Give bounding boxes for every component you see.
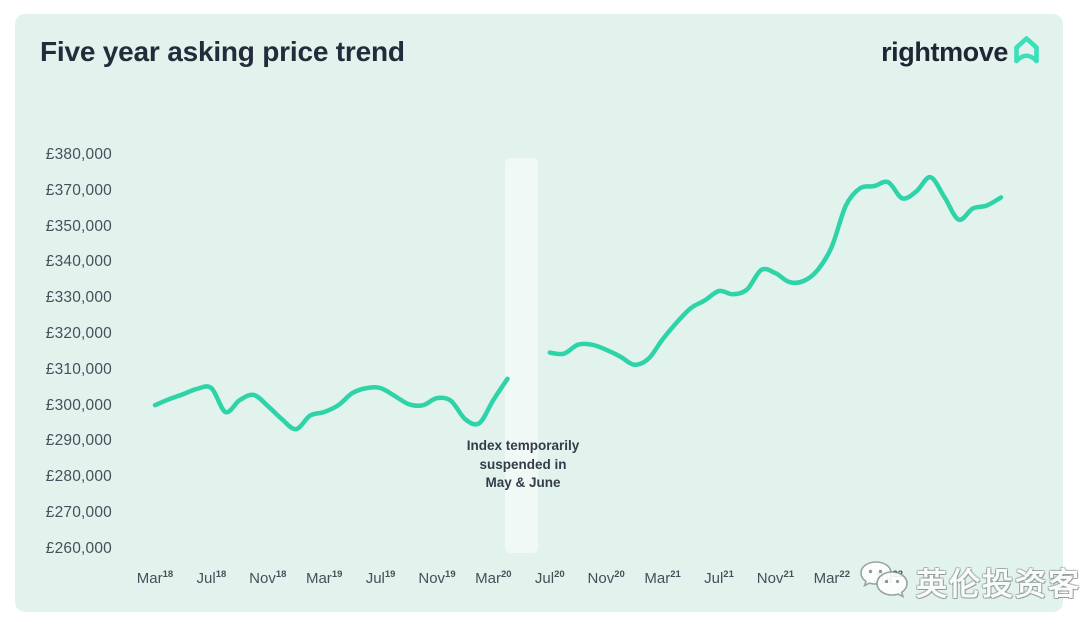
x-tick-year: 18: [275, 569, 287, 580]
x-tick-year: 19: [384, 569, 396, 580]
y-tick-label: £380,000: [45, 146, 112, 163]
rightmove-logo-text: rightmove: [881, 37, 1008, 67]
x-tick-month: Mar: [475, 570, 502, 587]
x-tick-label: Jul21: [687, 569, 751, 587]
y-tick-label: £320,000: [45, 325, 112, 342]
y-tick-label: £340,000: [45, 253, 112, 271]
page-title: Five year asking price trend: [40, 36, 405, 67]
y-tick-label: £310,000: [45, 360, 112, 378]
rightmove-house-icon: [1014, 36, 1039, 64]
x-tick-month: Nov: [249, 570, 276, 587]
suspension-band: [505, 158, 538, 553]
x-tick-label: Nov18: [236, 569, 300, 587]
rightmove-logo: rightmove: [881, 36, 1042, 67]
x-tick-year: 21: [723, 569, 734, 580]
x-tick-label: Mar22: [800, 569, 864, 587]
trend-line-asking-price-post-suspension: [547, 174, 1004, 368]
x-tick-year: 21: [783, 569, 795, 580]
wechat-icon: [860, 561, 908, 599]
y-tick-label: £280,000: [45, 468, 112, 486]
x-tick-year: 22: [839, 569, 850, 580]
x-tick-label: Nov21: [743, 569, 807, 587]
x-tick-month: Mar: [644, 570, 671, 587]
x-tick-label: Jul20: [518, 569, 582, 587]
x-tick-label: Nov20: [574, 569, 638, 587]
y-tick-label: £330,000: [45, 289, 112, 307]
annotation-line: suspended in: [479, 456, 567, 472]
x-tick-month: Jul: [196, 570, 216, 587]
x-tick-year: 20: [501, 569, 512, 580]
x-tick-month: Nov: [587, 570, 615, 587]
watermark: 英伦投资客: [856, 556, 1080, 606]
annotation-line: Index temporarily: [466, 438, 580, 453]
x-tick-label: Mar19: [292, 569, 356, 587]
x-tick-month: Nov: [418, 570, 446, 587]
x-tick-month: Mar: [136, 570, 163, 587]
y-tick-label: £270,000: [45, 504, 112, 521]
x-tick-year: 21: [670, 569, 681, 580]
x-tick-year: 20: [614, 569, 625, 580]
x-tick-year: 18: [162, 569, 174, 580]
suspension-annotation: Index temporarily suspended in May & Jun…: [440, 437, 606, 493]
y-tick-label: £350,000: [45, 217, 112, 235]
x-tick-label: Jul19: [349, 569, 413, 587]
x-tick-month: Nov: [756, 570, 784, 587]
trend-line-asking-price-pre-suspension: [152, 376, 510, 432]
x-tick-year: 18: [215, 569, 227, 580]
y-tick-label: £370,000: [45, 181, 112, 199]
y-tick-label: £300,000: [45, 396, 112, 414]
annotation-line: May & June: [485, 475, 561, 490]
x-tick-label: Mar21: [631, 569, 695, 587]
x-tick-month: Mar: [305, 570, 332, 587]
x-tick-year: 19: [445, 569, 456, 580]
watermark-text: 英伦投资客: [916, 566, 1080, 602]
x-tick-label: Mar20: [461, 569, 525, 587]
x-tick-year: 20: [554, 569, 565, 580]
x-tick-month: Jul: [534, 570, 555, 587]
x-tick-label: Nov19: [405, 569, 469, 587]
x-tick-month: Mar: [813, 570, 840, 587]
y-tick-label: £260,000: [45, 539, 112, 557]
y-tick-label: £290,000: [45, 432, 112, 450]
x-tick-month: Jul: [365, 570, 385, 587]
x-tick-month: Jul: [704, 570, 724, 587]
x-tick-label: Mar18: [123, 569, 187, 587]
x-tick-year: 19: [331, 569, 343, 580]
x-tick-label: Jul18: [179, 569, 243, 587]
